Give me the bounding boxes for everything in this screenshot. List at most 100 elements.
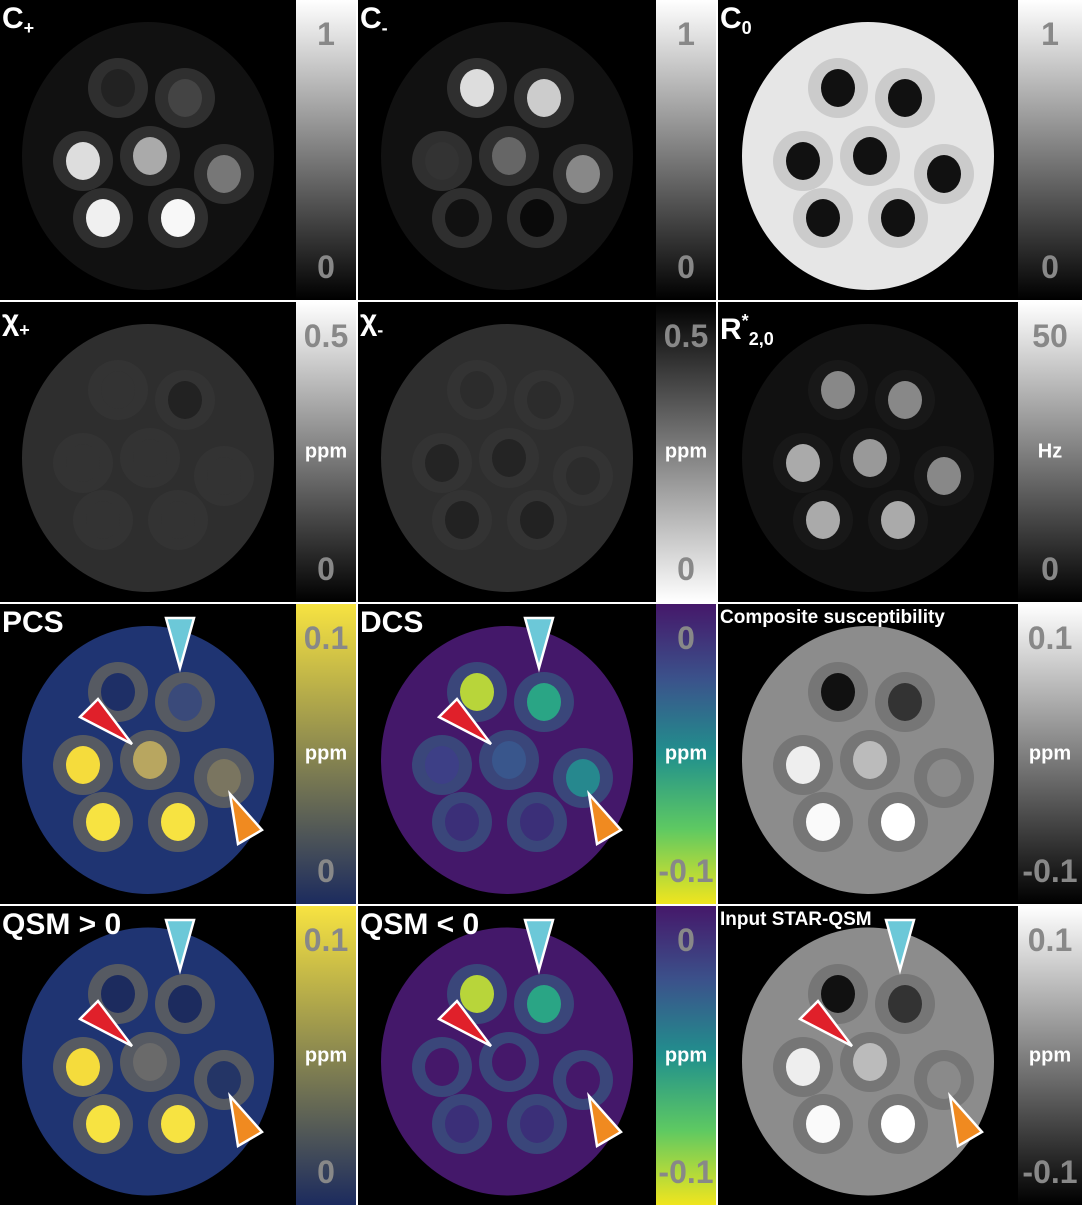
vial	[66, 142, 100, 180]
vial	[786, 444, 820, 482]
vial	[520, 803, 554, 841]
phantom-image	[381, 324, 633, 592]
vial	[86, 199, 120, 237]
vial	[101, 371, 135, 409]
red-arrow-icon	[436, 999, 492, 1048]
colorbar-unit: Hz	[1037, 440, 1063, 463]
colorbar-min-label: 0	[677, 249, 695, 285]
vial	[888, 79, 922, 117]
vial	[207, 457, 241, 495]
title-subscript: -	[381, 18, 388, 38]
vial	[133, 741, 167, 779]
panel-title: Input STAR-QSM	[720, 908, 872, 932]
image-panel: C-	[358, 0, 656, 300]
title-text: χ	[360, 304, 378, 337]
vial	[460, 371, 494, 409]
vial	[566, 155, 600, 193]
vial	[821, 673, 855, 711]
cyan-arrow-icon	[523, 616, 555, 673]
colorbar-unit: ppm	[304, 440, 348, 463]
orange-arrow-icon	[948, 1091, 984, 1148]
phantom-image	[22, 22, 274, 290]
panel-title: DCS	[360, 606, 423, 640]
title-text: QSM < 0	[360, 908, 480, 941]
phantom-image	[22, 324, 274, 592]
vial	[445, 1105, 479, 1143]
vial	[853, 741, 887, 779]
vial	[425, 1048, 459, 1086]
title-subscript: +	[23, 18, 35, 38]
vial	[492, 137, 526, 175]
vial	[101, 69, 135, 107]
vial	[786, 746, 820, 784]
title-text: χ	[2, 304, 20, 337]
image-panel: C+	[0, 0, 296, 300]
vial	[492, 1043, 526, 1081]
colorbar: 0.1 -0.1 ppm	[1018, 906, 1082, 1205]
panel-title: QSM > 0	[2, 908, 121, 942]
vial	[888, 683, 922, 721]
panel-title: Composite susceptibility	[720, 606, 945, 630]
colorbar-min-label: -0.1	[658, 853, 714, 889]
colorbar: 0.5 0 ppm	[296, 302, 356, 602]
vial	[881, 199, 915, 237]
image-panel: QSM > 0	[0, 906, 296, 1205]
vial	[207, 759, 241, 797]
vial	[520, 501, 554, 539]
vial	[853, 1043, 887, 1081]
vial	[161, 501, 195, 539]
vial	[927, 1061, 961, 1099]
vial	[86, 501, 120, 539]
image-panel: PCS	[0, 604, 296, 904]
colorbar: 0.1 0 ppm	[296, 906, 356, 1205]
vial	[888, 985, 922, 1023]
image-panel: Composite susceptibility	[718, 604, 1018, 904]
phantom-image	[22, 616, 274, 894]
phantom-image	[742, 22, 994, 290]
phantom-image	[742, 626, 994, 894]
vial	[425, 746, 459, 784]
vial	[806, 199, 840, 237]
title-text: C	[720, 2, 742, 35]
vial	[927, 155, 961, 193]
colorbar-unit: ppm	[304, 1044, 348, 1066]
vial	[520, 199, 554, 237]
colorbar-unit: ppm	[1028, 1044, 1072, 1066]
vial	[460, 975, 494, 1013]
vial	[86, 1105, 120, 1143]
colorbar-max-label: 0	[677, 922, 695, 958]
colorbar: 0.1 0 ppm	[296, 604, 356, 904]
colorbar: 0 -0.1 ppm	[656, 906, 716, 1205]
vial	[168, 985, 202, 1023]
vial	[527, 683, 561, 721]
colorbar-min-label: -0.1	[658, 1154, 714, 1190]
vial	[527, 79, 561, 117]
vial	[66, 444, 100, 482]
cyan-arrow-icon	[884, 918, 916, 975]
colorbar: 0.1 -0.1 ppm	[1018, 604, 1082, 904]
colorbar-max-label: 0.5	[303, 318, 349, 354]
vial	[821, 69, 855, 107]
red-arrow-icon	[797, 999, 853, 1048]
colorbar-unit: ppm	[664, 1044, 708, 1066]
colorbar-unit: ppm	[664, 440, 708, 463]
colorbar-max-label: 0	[677, 620, 695, 656]
panel-title: χ-	[360, 304, 383, 347]
phantom-image	[381, 616, 633, 894]
vial	[445, 199, 479, 237]
colorbar-min-label: 0	[1041, 249, 1059, 285]
colorbar-min-label: 0	[317, 551, 335, 587]
title-text: DCS	[360, 606, 424, 639]
vial	[806, 501, 840, 539]
vial	[133, 137, 167, 175]
phantom-image	[381, 22, 633, 290]
image-panel: Input STAR-QSM	[718, 906, 1018, 1205]
panel-title: C-	[360, 2, 388, 45]
panel-title: QSM < 0	[360, 908, 479, 942]
colorbar: 50 0 Hz	[1018, 302, 1082, 602]
phantom-image	[742, 324, 994, 592]
cyan-arrow-icon	[523, 918, 555, 975]
